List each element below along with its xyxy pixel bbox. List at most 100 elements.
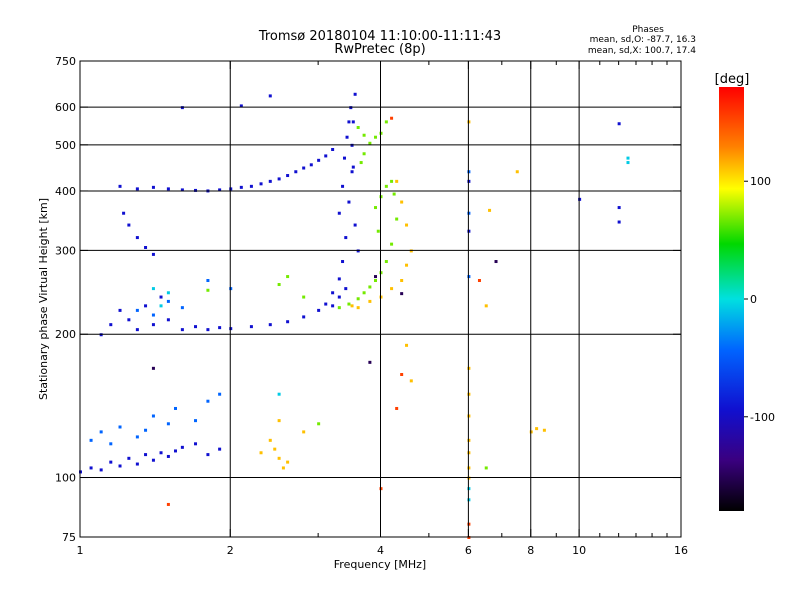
- data-point: [99, 468, 103, 472]
- data-point: [626, 161, 630, 165]
- y-tick-label: 750: [55, 55, 76, 68]
- data-point: [342, 156, 346, 160]
- data-point: [390, 179, 394, 183]
- data-point: [206, 453, 210, 457]
- data-point: [368, 285, 372, 289]
- x-tick-label: 4: [377, 544, 384, 557]
- data-point: [384, 184, 388, 188]
- data-point: [166, 422, 170, 426]
- data-point: [309, 163, 313, 167]
- data-point: [277, 419, 281, 423]
- data-point: [344, 236, 348, 240]
- data-point: [368, 299, 372, 303]
- data-point: [331, 304, 335, 308]
- data-point: [302, 430, 306, 434]
- data-point: [118, 184, 122, 188]
- data-point: [239, 104, 243, 108]
- data-point: [135, 462, 139, 466]
- data-point: [151, 287, 155, 291]
- data-point: [337, 211, 341, 215]
- data-point: [135, 308, 139, 312]
- data-point: [166, 291, 170, 295]
- data-point: [173, 406, 177, 410]
- data-point: [302, 295, 306, 299]
- data-point: [135, 435, 139, 439]
- data-point: [273, 447, 277, 451]
- colorbar-label: [deg]: [715, 72, 750, 87]
- data-point: [89, 438, 93, 442]
- data-point: [286, 460, 290, 464]
- data-point: [89, 466, 93, 470]
- data-point: [144, 428, 148, 432]
- data-point: [302, 166, 306, 170]
- data-point: [400, 279, 404, 283]
- y-tick-label: 500: [55, 139, 76, 152]
- data-point: [166, 502, 170, 506]
- data-point: [477, 279, 481, 283]
- data-point: [151, 366, 155, 370]
- data-point: [374, 279, 378, 283]
- x-tick-label: 1: [77, 544, 84, 557]
- data-point: [249, 325, 253, 329]
- data-point: [180, 306, 184, 310]
- data-point: [617, 220, 621, 224]
- grid: [80, 61, 681, 537]
- data-point: [351, 120, 355, 124]
- data-point: [400, 200, 404, 204]
- data-point: [127, 223, 131, 227]
- x-tick-label: 8: [527, 544, 534, 557]
- data-point: [144, 304, 148, 308]
- data-point: [337, 295, 341, 299]
- data-point: [277, 283, 281, 287]
- data-point: [376, 229, 380, 233]
- data-point: [109, 323, 113, 327]
- data-point: [218, 188, 222, 192]
- data-point: [374, 275, 378, 279]
- data-point: [151, 458, 155, 462]
- data-point: [390, 287, 394, 291]
- data-point: [151, 185, 155, 189]
- data-point: [374, 135, 378, 139]
- data-point: [488, 208, 492, 212]
- data-point: [135, 328, 139, 332]
- data-point: [337, 277, 341, 281]
- data-point: [392, 192, 396, 196]
- data-point: [286, 320, 290, 324]
- data-point: [356, 126, 360, 130]
- data-point: [356, 297, 360, 301]
- data-point: [144, 246, 148, 250]
- data-point: [324, 302, 328, 306]
- data-point: [259, 451, 263, 455]
- data-point: [331, 291, 335, 295]
- data-point: [259, 182, 263, 186]
- data-point: [109, 460, 113, 464]
- data-point: [368, 141, 372, 145]
- data-point: [302, 315, 306, 319]
- data-point: [384, 260, 388, 264]
- data-point: [159, 451, 163, 455]
- data-point: [390, 242, 394, 246]
- data-point: [341, 260, 345, 264]
- data-point: [277, 456, 281, 460]
- data-point: [99, 430, 103, 434]
- data-point: [118, 425, 122, 429]
- data-point: [535, 427, 539, 431]
- data-point: [151, 323, 155, 327]
- data-point: [159, 304, 163, 308]
- y-tick-label: 100: [55, 472, 76, 485]
- colorbar-tick-label: 0: [750, 293, 757, 306]
- data-point: [194, 325, 198, 329]
- data-point: [395, 406, 399, 410]
- data-point: [194, 188, 198, 192]
- data-point: [362, 133, 366, 137]
- colorbar-tick-label: 100: [750, 175, 771, 188]
- y-tick-label: 600: [55, 101, 76, 114]
- data-point: [268, 438, 272, 442]
- y-axis-label: Stationary phase Virtual Height [km]: [37, 198, 50, 400]
- data-point: [395, 217, 399, 221]
- data-point: [484, 304, 488, 308]
- data-point: [127, 456, 131, 460]
- data-point: [337, 306, 341, 310]
- data-point: [405, 263, 409, 267]
